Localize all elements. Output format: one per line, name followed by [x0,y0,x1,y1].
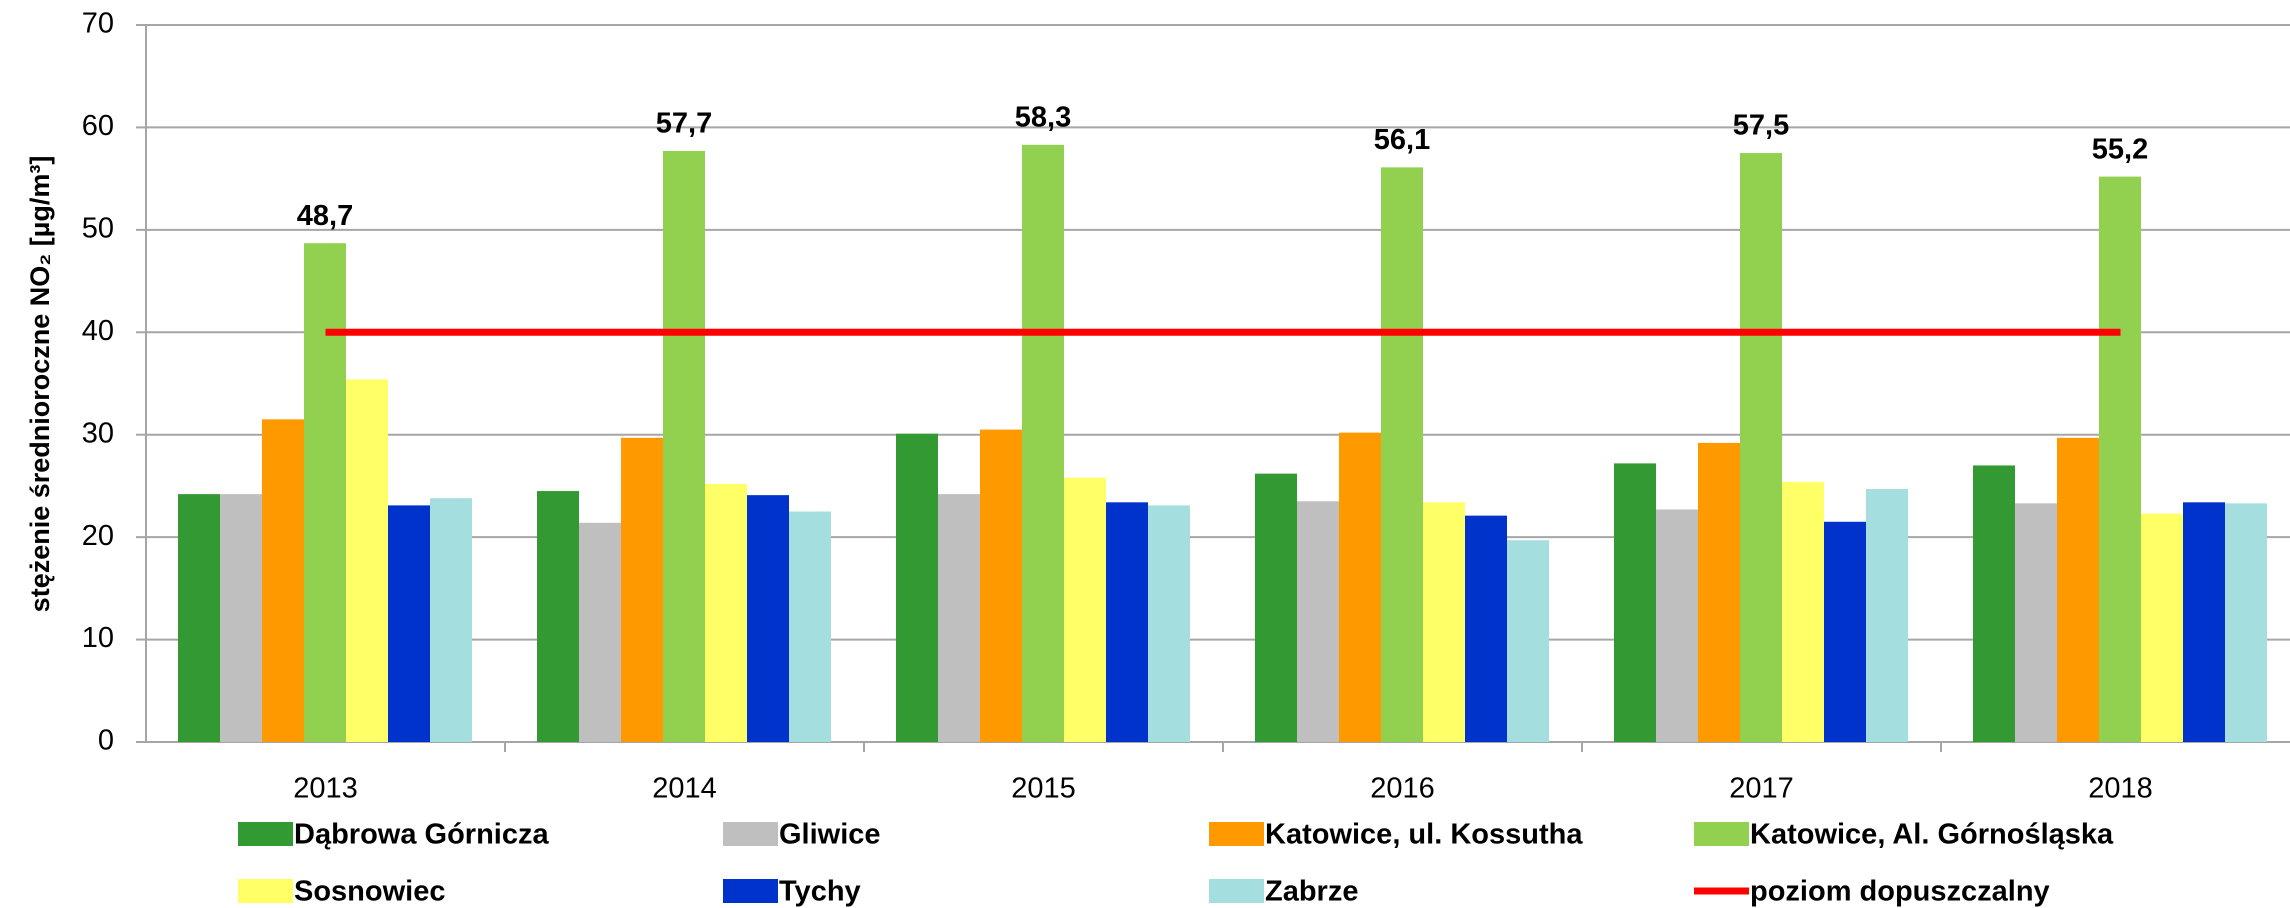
legend-label: poziom dopuszczalny [1750,876,2050,908]
bar [1866,489,1908,742]
bar [1614,463,1656,742]
bar [2225,503,2267,742]
x-tick-label: 2015 [1011,773,1076,805]
y-tick-label: 50 [82,213,114,245]
data-label: 58,3 [1015,101,1071,133]
bar [220,494,262,742]
bar [2057,437,2099,742]
data-label: 48,7 [297,200,353,232]
bar [789,511,831,742]
legend-label: Katowice, Al. Górnośląska [1750,819,2114,851]
bar [1381,167,1423,742]
bar [388,505,430,742]
legend-swatch [1209,822,1264,846]
legend-swatch [238,879,293,903]
data-label: 57,7 [656,108,712,140]
bar [621,437,663,742]
bar [1507,540,1549,742]
legend-swatch [723,822,778,846]
legend-label: Sosnowiec [294,876,446,908]
bar [1297,501,1339,742]
bar [178,494,220,742]
y-tick-label: 60 [82,110,114,142]
bar [537,491,579,742]
bar [1698,442,1740,742]
y-tick-label: 0 [98,725,114,757]
y-tick-label: 20 [82,520,114,552]
bar [1255,473,1297,742]
data-label: 56,1 [1374,124,1430,156]
data-label: 55,2 [2092,133,2148,165]
bar [1423,502,1465,742]
y-tick-label: 40 [82,315,114,347]
bar [1973,465,2015,742]
y-tick-label: 30 [82,417,114,449]
bar [980,429,1022,742]
bar [705,483,747,742]
legend-label: Dąbrowa Górnicza [294,819,549,851]
bar [2099,176,2141,742]
x-tick-label: 2018 [2088,773,2153,805]
legend-swatch [1209,879,1264,903]
bar [1022,144,1064,742]
x-tick-label: 2016 [1370,773,1435,805]
bar [747,495,789,742]
bar [1782,481,1824,742]
legend-label: Gliwice [779,819,881,851]
bar [896,433,938,742]
bar [663,150,705,743]
bar [1106,502,1148,742]
bar [579,522,621,742]
legend-label: Katowice, ul. Kossutha [1265,819,1583,851]
bar [1465,515,1507,742]
x-tick-label: 2014 [652,773,717,805]
bar [1339,432,1381,742]
bar [1064,477,1106,742]
bar [2183,502,2225,742]
y-tick-label: 10 [82,622,114,654]
legend-swatch [238,822,293,846]
bar [1656,509,1698,742]
bar [430,498,472,742]
bar [2015,503,2057,742]
bar [304,243,346,742]
legend-swatch [1694,822,1749,846]
bar [2141,513,2183,742]
y-axis-label: stężenie średnioroczne NO₂ [µg/m³] [25,156,55,613]
x-tick-label: 2013 [293,773,358,805]
x-tick-label: 2017 [1729,773,1794,805]
bar [938,494,980,742]
legend-label: Zabrze [1265,876,1358,908]
legend-label: Tychy [779,876,861,908]
y-tick-label: 70 [82,8,114,40]
legend-swatch [723,879,778,903]
bar [346,379,388,742]
bar [1740,153,1782,743]
bar [1824,521,1866,742]
bar [1148,505,1190,742]
data-label: 57,5 [1733,110,1789,142]
bar [262,419,304,742]
